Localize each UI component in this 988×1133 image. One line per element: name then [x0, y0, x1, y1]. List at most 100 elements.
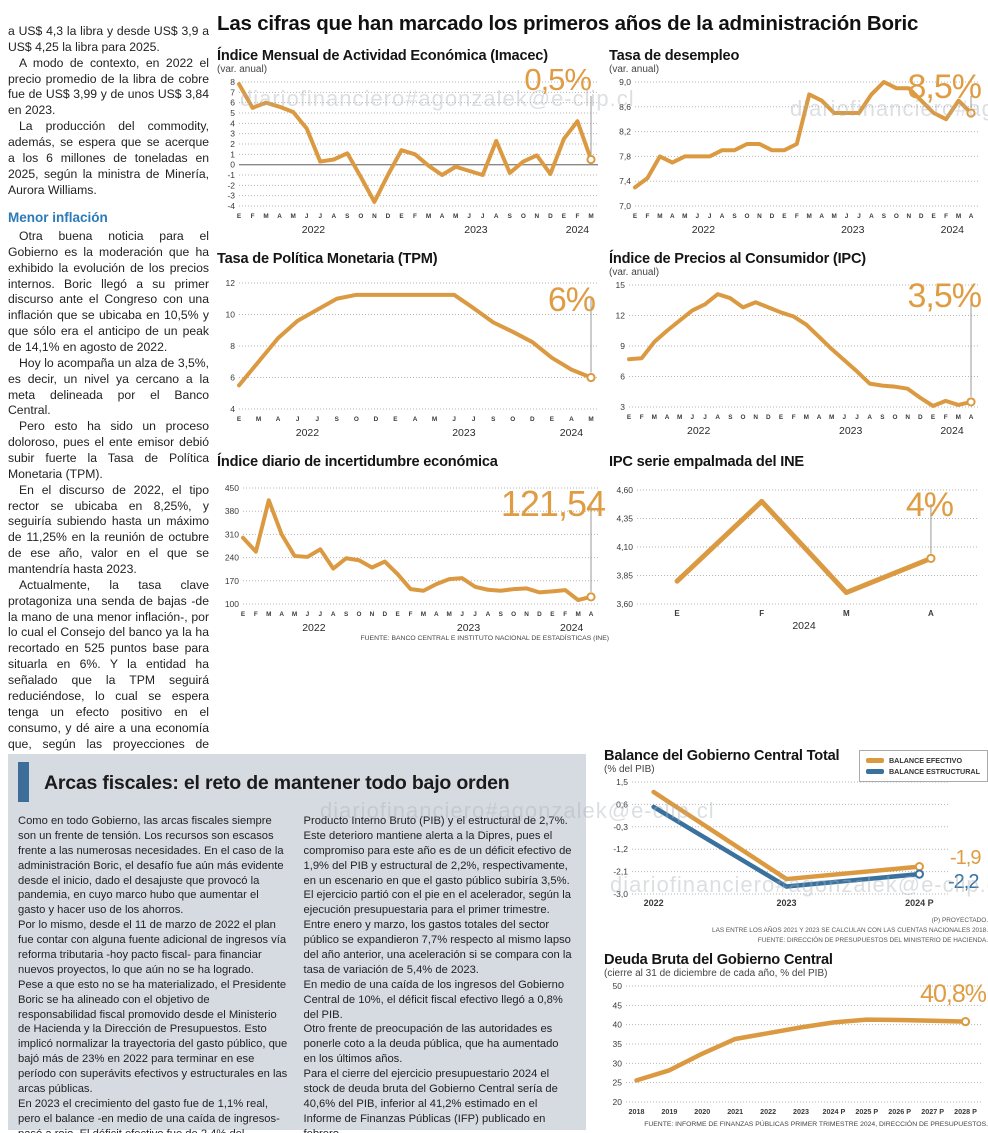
- chart-legend: BALANCE EFECTIVO BALANCE ESTRUCTURAL: [858, 750, 988, 782]
- svg-text:-2: -2: [227, 180, 235, 190]
- article-paragraph: Como en todo Gobierno, las arcas fiscale…: [18, 815, 284, 917]
- svg-text:2022: 2022: [644, 898, 664, 908]
- svg-text:-1,2: -1,2: [613, 844, 628, 854]
- svg-text:M: M: [447, 611, 452, 618]
- svg-text:J: J: [855, 414, 859, 421]
- svg-text:O: O: [358, 213, 363, 220]
- svg-text:A: A: [276, 416, 281, 423]
- chart-imacec: Índice Mensual de Actividad Económica (I…: [217, 48, 609, 236]
- legend-label: BALANCE ESTRUCTURAL: [888, 767, 980, 776]
- article-subhead: Menor inflación: [8, 210, 108, 226]
- svg-text:J: J: [695, 213, 699, 220]
- svg-text:S: S: [345, 213, 350, 220]
- svg-text:M: M: [677, 414, 682, 421]
- svg-text:4: 4: [230, 118, 235, 128]
- chart-subtitle: (var. anual): [609, 267, 660, 278]
- svg-text:E: E: [931, 414, 936, 421]
- svg-text:A: A: [331, 213, 336, 220]
- svg-text:2022: 2022: [760, 1107, 776, 1116]
- svg-text:2024 P: 2024 P: [905, 898, 934, 908]
- svg-text:8,2: 8,2: [619, 127, 631, 137]
- chart-title: Balance del Gobierno Central Total: [604, 748, 840, 764]
- svg-text:F: F: [759, 609, 764, 618]
- chart-ipc-empalmada: IPC serie empalmada del INE 4% 4,60 4,35 4…: [609, 454, 981, 642]
- chart-plot: 9,08,68,27,87,47,0E F M A M J J A S O N D E F M A M J J A S O…: [619, 77, 978, 236]
- svg-text:O: O: [510, 416, 515, 423]
- svg-text:2024: 2024: [560, 622, 584, 634]
- svg-text:2024: 2024: [560, 427, 584, 439]
- chart-incertidumbre: Índice diario de incertidumbre económica…: [217, 454, 609, 642]
- svg-text:S: S: [499, 611, 504, 618]
- svg-text:A: A: [486, 611, 491, 618]
- svg-text:2024 P: 2024 P: [823, 1107, 846, 1116]
- chart-subtitle: (var. anual): [609, 64, 660, 75]
- svg-text:4: 4: [230, 404, 235, 414]
- svg-text:12: 12: [616, 311, 626, 321]
- svg-text:A: A: [670, 213, 675, 220]
- svg-text:3,60: 3,60: [616, 599, 633, 609]
- svg-text:4,35: 4,35: [616, 514, 633, 524]
- svg-text:-1: -1: [227, 170, 235, 180]
- svg-text:F: F: [254, 611, 258, 618]
- chart-title: Índice de Precios al Consumidor (IPC): [609, 251, 866, 267]
- svg-text:M: M: [804, 414, 809, 421]
- svg-text:S: S: [880, 414, 885, 421]
- svg-text:O: O: [511, 611, 516, 618]
- svg-text:2023: 2023: [464, 224, 488, 236]
- svg-text:M: M: [807, 213, 812, 220]
- svg-text:2: 2: [230, 139, 235, 149]
- svg-text:6: 6: [230, 98, 235, 108]
- svg-text:30: 30: [613, 1058, 623, 1068]
- svg-text:J: J: [460, 611, 464, 618]
- svg-text:7,4: 7,4: [619, 176, 631, 186]
- svg-text:2022: 2022: [302, 224, 326, 236]
- svg-text:J: J: [691, 414, 695, 421]
- svg-text:F: F: [795, 213, 799, 220]
- svg-text:M: M: [575, 611, 580, 618]
- svg-text:A: A: [720, 213, 725, 220]
- article-paragraph: Por lo mismo, desde el 11 de marzo de 20…: [18, 919, 287, 976]
- chart-title: Tasa de Política Monetaria (TPM): [217, 251, 438, 267]
- svg-text:240: 240: [225, 553, 239, 563]
- svg-text:7,0: 7,0: [619, 201, 631, 211]
- svg-text:S: S: [491, 416, 496, 423]
- svg-text:D: D: [548, 213, 553, 220]
- article-paragraph: Hoy lo acompaña un alza de 3,5%, es deci…: [8, 355, 209, 418]
- svg-text:F: F: [645, 213, 649, 220]
- svg-text:-2,1: -2,1: [613, 867, 628, 877]
- chart-value-label: 0,5%: [524, 62, 592, 97]
- svg-text:5: 5: [230, 108, 235, 118]
- legend-label: BALANCE EFECTIVO: [888, 756, 963, 765]
- svg-text:E: E: [393, 416, 398, 423]
- svg-text:M: M: [829, 414, 834, 421]
- svg-text:E: E: [562, 213, 567, 220]
- svg-text:170: 170: [225, 576, 239, 586]
- svg-text:A: A: [279, 611, 284, 618]
- svg-text:A: A: [494, 213, 499, 220]
- svg-text:M: M: [588, 213, 593, 220]
- chart-title: IPC serie empalmada del INE: [609, 454, 804, 470]
- svg-text:3,85: 3,85: [616, 571, 633, 581]
- svg-text:6: 6: [620, 372, 625, 382]
- svg-text:A: A: [665, 414, 670, 421]
- svg-text:A: A: [277, 213, 282, 220]
- svg-text:D: D: [770, 213, 775, 220]
- svg-text:A: A: [867, 414, 872, 421]
- svg-text:J: J: [845, 213, 849, 220]
- svg-text:20: 20: [613, 1097, 623, 1107]
- svg-text:D: D: [382, 611, 387, 618]
- article-paragraph: Otra buena noticia para el Gobierno es l…: [8, 229, 209, 355]
- svg-text:310: 310: [225, 529, 239, 539]
- svg-text:O: O: [521, 213, 526, 220]
- chart-plot: 50 45 40 35 30 25 20 2018 2019 2020 2021 2022 2023 20…: [613, 981, 983, 1116]
- svg-text:J: J: [296, 416, 300, 423]
- svg-text:J: J: [467, 213, 471, 220]
- svg-text:1,5: 1,5: [616, 777, 628, 787]
- svg-text:S: S: [344, 611, 349, 618]
- svg-text:M: M: [256, 416, 261, 423]
- svg-text:3: 3: [230, 129, 235, 139]
- svg-text:2024: 2024: [792, 620, 816, 632]
